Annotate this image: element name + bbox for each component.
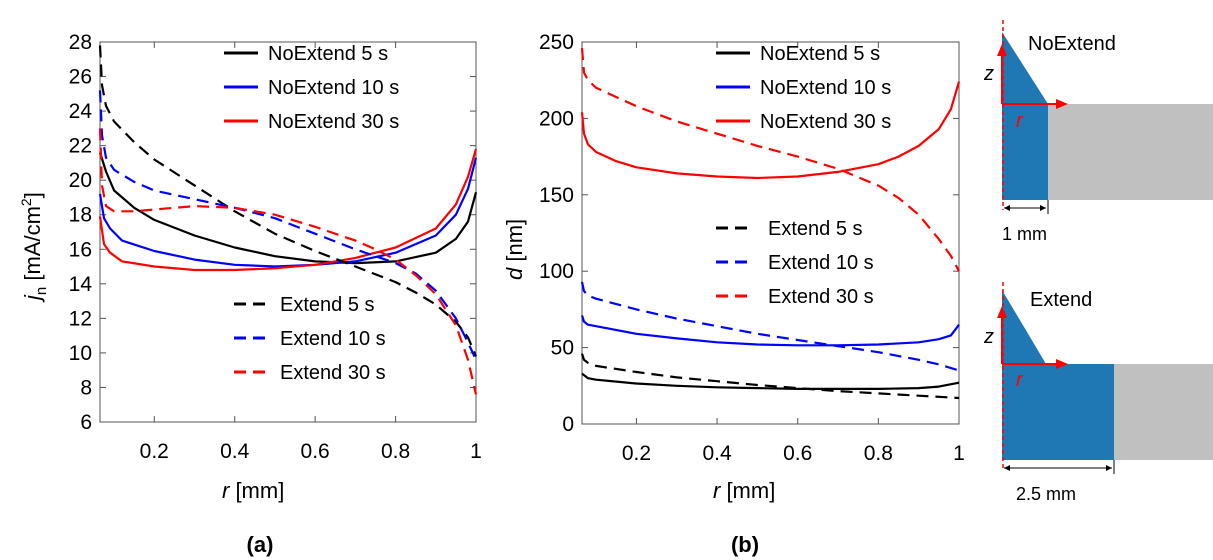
schematic-extend: z r Extend 2.5 mm	[983, 282, 1213, 504]
title-noextend: NoExtend	[1028, 33, 1116, 55]
series-line-noextend-30-s	[580, 81, 961, 180]
chart-a-frame	[99, 41, 477, 423]
series-line-extend-30-s	[98, 128, 478, 395]
legend-b-label-extend-30: Extend 30 s	[768, 286, 874, 308]
y-tick-label: 14	[69, 273, 93, 296]
series-line-noextend-10-s	[580, 315, 960, 347]
z-label-noextend: z	[983, 63, 994, 85]
y-tick-label: 24	[69, 100, 93, 123]
dimension-arrowhead-left-extend	[1004, 465, 1010, 471]
y-tick-label: 20	[69, 169, 92, 192]
chart-b-legend: NoExtend 5 s NoExtend 10 s NoExtend 30 s…	[716, 43, 891, 308]
x-tick-label: 0.2	[140, 440, 169, 463]
legend-a-label-extend-5: Extend 5 s	[280, 294, 375, 316]
series-line-noextend-10-s	[98, 157, 478, 268]
chart-a-y-label: jn [mA/cm2]	[18, 192, 50, 303]
electrode-noextend	[1002, 32, 1048, 200]
y-tick-label: 28	[69, 31, 92, 54]
title-extend: Extend	[1030, 289, 1092, 311]
y-tick-label: 0	[562, 413, 574, 436]
y-tick-label: 6	[80, 411, 92, 434]
chart-b-frame	[581, 41, 960, 425]
legend-a-label-extend-10: Extend 10 s	[280, 328, 386, 350]
chart-a: 6 8 10 12 14 16 18 20 22 24 26 28 0.2 0.4 0.6 0.8 1 NoE…	[18, 31, 482, 557]
series-line-extend-5-s	[580, 353, 960, 400]
legend-b-label-noextend-30: NoExtend 30 s	[760, 111, 891, 133]
schematic-noextend: z r NoExtend 1 mm	[983, 20, 1213, 244]
r-arrowhead-extend	[1056, 359, 1068, 369]
panel-label-a: (a)	[247, 532, 274, 557]
legend-b-label-extend-5: Extend 5 s	[768, 218, 863, 240]
x-tick-label: 0.2	[622, 442, 651, 465]
legend-b-label-noextend-10: NoExtend 10 s	[760, 77, 891, 99]
x-tick-label: 1	[953, 442, 965, 465]
chart-b-y-label: d [nm]	[502, 219, 527, 280]
x-tick-label: 0.4	[702, 442, 732, 465]
y-tick-label: 50	[551, 337, 574, 360]
legend-a-label-noextend-30: NoExtend 30 s	[268, 111, 399, 133]
dimension-arrowhead-right-extend	[1106, 465, 1112, 471]
y-tick-label: 18	[69, 204, 92, 227]
legend-a-label-noextend-5: NoExtend 5 s	[268, 43, 388, 65]
series-line-extend-10-s	[98, 90, 477, 361]
y-tick-label: 12	[69, 307, 92, 330]
chart-b: 0 50 100 150 200 250 0.2 0.4 0.6 0.8 1 NoExtend 5…	[502, 31, 965, 557]
r-label-noextend: r	[1016, 110, 1024, 132]
series-line-noextend-5-s	[98, 152, 478, 265]
series-line-noextend-30-s	[98, 148, 478, 272]
z-arrowhead-noextend	[997, 44, 1007, 56]
electrode-base-extend	[1002, 364, 1114, 460]
y-tick-label: 16	[69, 238, 92, 261]
chart-a-y-ticks: 6 8 10 12 14 16 18 20 22 24 26 28	[69, 31, 476, 434]
chart-a-legend: NoExtend 5 s NoExtend 10 s NoExtend 30 s…	[224, 43, 399, 384]
x-tick-label: 0.6	[783, 442, 812, 465]
series-line-extend-5-s	[98, 45, 478, 357]
x-tick-label: 0.6	[301, 440, 330, 463]
legend-b-label-noextend-5: NoExtend 5 s	[760, 43, 880, 65]
r-label-extend: r	[1016, 369, 1024, 391]
y-tick-label: 8	[80, 376, 92, 399]
r-arrowhead-noextend	[1056, 99, 1068, 109]
dimension-arrowhead-right-noextend	[1040, 205, 1046, 211]
chart-b-y-ticks: 0 50 100 150 200 250	[539, 31, 959, 436]
x-tick-label: 0.8	[864, 442, 893, 465]
chart-a-series	[98, 45, 478, 395]
x-tick-label: 0.8	[381, 440, 410, 463]
z-label-extend: z	[983, 326, 994, 348]
series-line-extend-30-s	[580, 48, 960, 272]
chart-b-x-label: r [mm]	[713, 478, 775, 503]
dimension-label-extend: 2.5 mm	[1016, 484, 1076, 504]
y-tick-label: 22	[69, 135, 92, 158]
x-tick-label: 1	[470, 440, 482, 463]
electrode-tip-extend	[1002, 290, 1046, 364]
dimension-label-noextend: 1 mm	[1002, 224, 1047, 244]
y-tick-label: 250	[539, 31, 574, 54]
y-tick-label: 150	[539, 184, 574, 207]
y-tick-label: 200	[539, 107, 574, 130]
chart-a-x-label: r [mm]	[222, 478, 284, 503]
series-line-extend-10-s	[580, 281, 960, 372]
y-tick-label: 100	[539, 260, 574, 283]
z-arrowhead-extend	[997, 306, 1007, 318]
legend-b-label-extend-10: Extend 10 s	[768, 252, 874, 274]
panel-label-b: (b)	[731, 532, 759, 557]
chart-b-x-ticks: 0.2 0.4 0.6 0.8 1	[622, 42, 965, 465]
y-tick-label: 26	[69, 66, 92, 89]
chart-b-series	[580, 48, 961, 400]
chart-a-x-ticks: 0.2 0.4 0.6 0.8 1	[140, 42, 482, 463]
y-tick-label: 10	[69, 342, 92, 365]
legend-a-label-noextend-10: NoExtend 10 s	[268, 77, 399, 99]
legend-a-label-extend-30: Extend 30 s	[280, 362, 386, 384]
series-line-noextend-5-s	[581, 372, 960, 390]
dimension-arrowhead-left-noextend	[1004, 205, 1010, 211]
x-tick-label: 0.4	[220, 440, 250, 463]
